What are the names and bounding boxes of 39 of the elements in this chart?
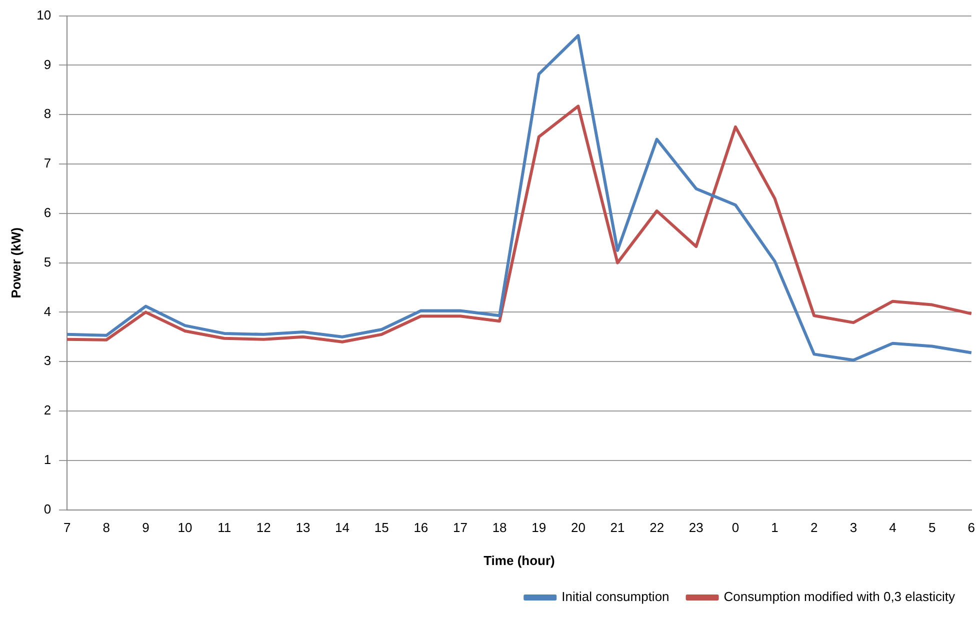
x-tick-label: 8 xyxy=(102,520,110,536)
x-tick-label: 16 xyxy=(414,520,428,536)
x-tick-label: 7 xyxy=(63,520,71,536)
y-tick-label: 0 xyxy=(44,501,52,516)
legend-label: Consumption modified with 0,3 elasticity xyxy=(724,589,956,604)
x-tick-label: 13 xyxy=(296,520,310,536)
x-tick-label: 20 xyxy=(570,520,586,536)
x-tick-label: 2 xyxy=(810,520,818,536)
x-tick-label: 11 xyxy=(218,520,232,536)
x-tick-label: 1 xyxy=(771,520,778,536)
y-tick-label: 9 xyxy=(44,56,52,72)
y-tick-label: 8 xyxy=(44,106,52,122)
x-tick-label: 9 xyxy=(142,520,150,536)
y-tick-label: 5 xyxy=(44,254,52,270)
x-tick-label: 15 xyxy=(374,520,389,536)
x-tick-label: 17 xyxy=(453,520,468,536)
x-tick-label: 3 xyxy=(850,520,858,536)
x-tick-label: 14 xyxy=(335,520,350,536)
y-tick-label: 10 xyxy=(36,7,52,22)
x-tick-label: 21 xyxy=(610,520,625,536)
x-tick-label: 4 xyxy=(889,520,896,536)
y-tick-label: 4 xyxy=(44,304,52,319)
y-tick-label: 3 xyxy=(44,353,52,368)
x-tick-label: 12 xyxy=(256,520,271,536)
x-tick-label: 18 xyxy=(492,520,507,536)
y-tick-label: 2 xyxy=(44,402,52,418)
y-tick-label: 1 xyxy=(44,452,52,467)
x-axis-title: Time (hour) xyxy=(484,552,555,568)
x-tick-label: 6 xyxy=(968,520,975,536)
x-tick-label: 5 xyxy=(928,520,936,536)
x-tick-label: 22 xyxy=(650,520,664,536)
y-tick-label: 7 xyxy=(44,156,52,171)
x-tick-label: 0 xyxy=(732,520,740,536)
legend-label: Initial consumption xyxy=(562,589,670,604)
y-axis-title: Power (kW) xyxy=(8,227,24,298)
x-tick-label: 19 xyxy=(532,520,546,536)
x-tick-label: 10 xyxy=(178,520,192,536)
y-tick-label: 6 xyxy=(44,204,52,220)
x-tick-label: 23 xyxy=(688,520,704,536)
